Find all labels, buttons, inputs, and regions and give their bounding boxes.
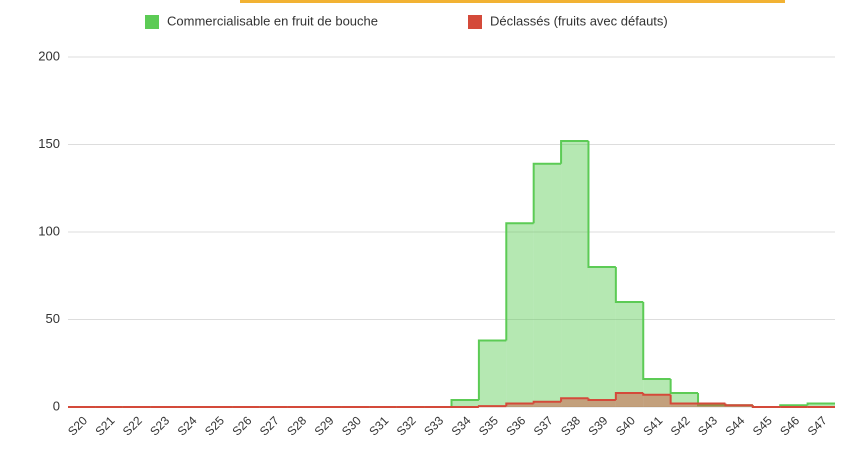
step-line	[587, 398, 616, 401]
step-fill	[506, 403, 534, 407]
step-fill	[588, 267, 616, 407]
x-tick-label: S28	[284, 413, 309, 438]
step-line	[477, 405, 507, 408]
step-fill	[451, 400, 479, 407]
step-fill	[588, 400, 616, 407]
step-line	[751, 405, 781, 408]
x-tick-label: S40	[613, 413, 638, 438]
x-tick-label: S42	[668, 413, 693, 438]
x-tick-label: S29	[312, 413, 337, 438]
legend-swatch	[468, 15, 482, 29]
step-fill	[698, 403, 726, 407]
step-line	[505, 402, 534, 407]
step-line	[642, 393, 671, 396]
step-fill	[533, 163, 562, 407]
step-fill	[561, 141, 589, 407]
series	[68, 140, 835, 408]
step-fill	[478, 340, 507, 407]
x-tick-label: S37	[531, 413, 556, 438]
x-tick-label: S23	[147, 413, 172, 438]
x-tick-label: S24	[175, 413, 200, 438]
x-tick-label: S32	[394, 413, 419, 438]
step-line	[669, 379, 699, 394]
x-tick-label: S36	[503, 413, 528, 438]
step-fill	[807, 403, 835, 407]
y-tick-label: 50	[46, 311, 60, 326]
legend-label: Commercialisable en fruit de bouche	[167, 13, 378, 28]
step-line	[587, 141, 616, 268]
x-tick-label: S43	[695, 413, 720, 438]
step-fill	[615, 393, 644, 407]
x-tick-label: S41	[640, 413, 665, 438]
x-tick-label: S30	[339, 413, 364, 438]
step-line	[477, 339, 507, 400]
y-tick-label: 150	[38, 136, 60, 151]
x-tick-label: S47	[805, 413, 830, 438]
step-line	[614, 392, 644, 400]
step-line	[450, 399, 479, 407]
top-strip	[240, 0, 785, 3]
step-line	[614, 267, 644, 303]
x-tick-label: S25	[202, 413, 227, 438]
x-tick-label: S33	[421, 413, 446, 438]
y-tick-label: 0	[53, 398, 60, 413]
step-line	[697, 393, 726, 407]
x-tick-label: S35	[476, 413, 501, 438]
step-fill	[533, 401, 562, 407]
y-tick-label: 200	[38, 48, 60, 63]
x-tick-label: S20	[65, 413, 90, 438]
legend-label: Déclassés (fruits avec défauts)	[490, 13, 668, 28]
step-line	[724, 403, 753, 407]
step-fill	[506, 223, 534, 407]
step-line	[505, 222, 534, 341]
y-tick-label: 100	[38, 223, 60, 238]
step-line	[560, 397, 589, 402]
x-tick-label: S45	[750, 413, 775, 438]
step-line	[532, 162, 562, 224]
x-tick-label: S38	[558, 413, 583, 438]
x-tick-label: S34	[449, 413, 474, 438]
step-line	[560, 140, 589, 164]
step-line	[806, 402, 835, 406]
x-tick-label: S39	[586, 413, 611, 438]
x-tick-label: S27	[257, 413, 282, 438]
x-tick-label: S46	[777, 413, 802, 438]
step-line	[642, 302, 671, 380]
step-fill	[670, 403, 699, 407]
step-fill	[643, 379, 671, 407]
step-line	[669, 394, 699, 405]
step-fill	[643, 394, 671, 407]
x-tick-label: S21	[92, 413, 117, 438]
series	[68, 392, 835, 408]
x-tick-label: S22	[120, 413, 145, 438]
step-fill	[561, 398, 589, 407]
x-tick-label: S31	[366, 413, 391, 438]
step-fill	[615, 302, 644, 407]
legend-swatch	[145, 15, 159, 29]
step-line	[532, 400, 562, 404]
x-tick-label: S26	[229, 413, 254, 438]
x-tick-label: S44	[722, 413, 747, 438]
